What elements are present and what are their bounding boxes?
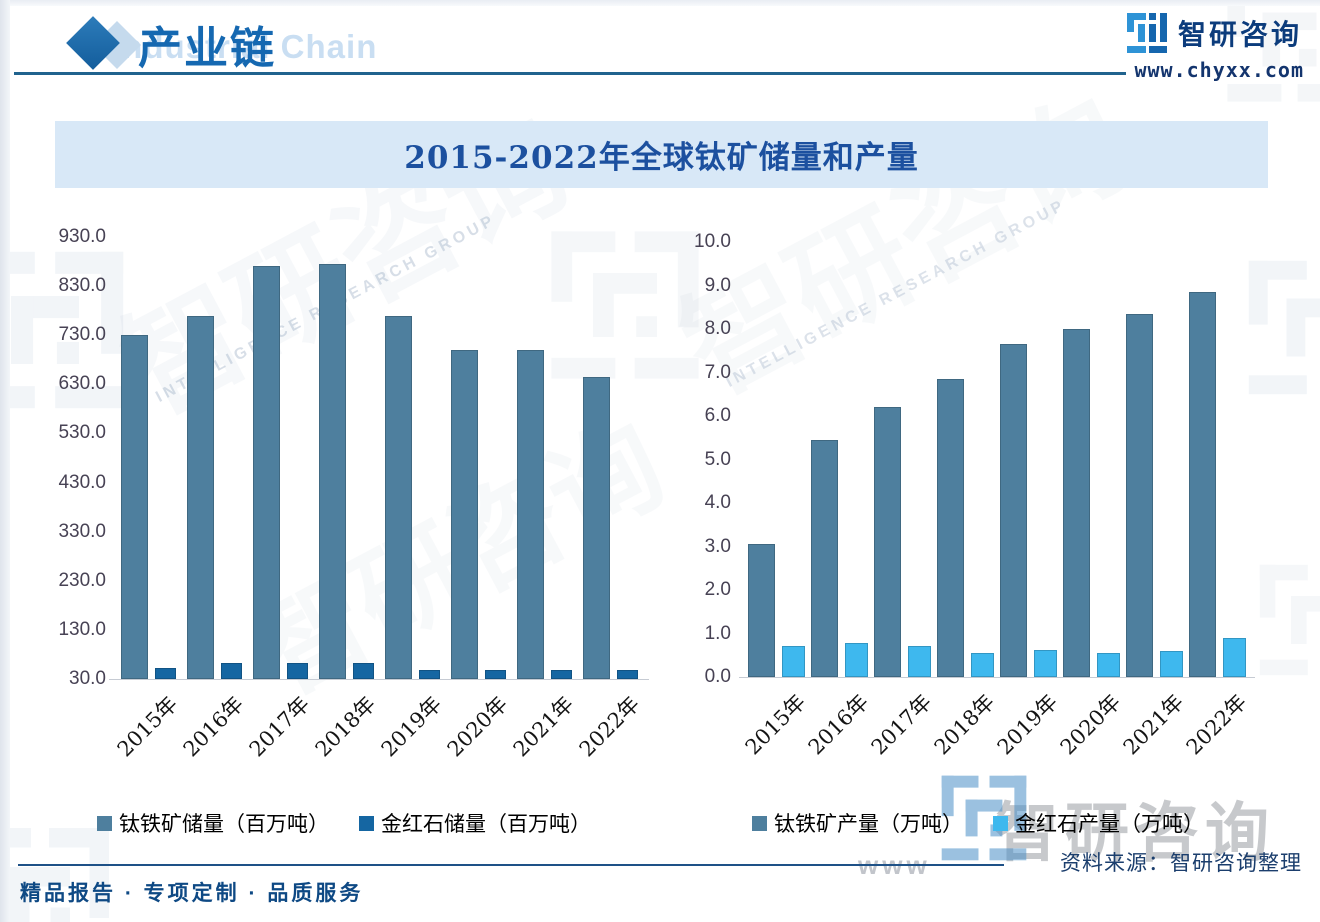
y-axis-tick-label: 830.0 [58, 275, 106, 297]
bar-series0-2020年 [450, 349, 478, 679]
bar-series1-2015年 [154, 668, 176, 679]
legend-marker-ilmenite-production [752, 815, 767, 831]
legend-entry: 钛铁矿产量（万吨） [752, 808, 963, 838]
watermark-logo-icon [545, 225, 705, 385]
bar-series1-2017年 [286, 663, 308, 679]
y-axis-tick-label: 1.0 [704, 622, 731, 644]
bar-series0-2015年 [748, 544, 775, 677]
legend-label: 钛铁矿储量（百万吨） [119, 813, 329, 836]
legend-marker-ilmenite-reserves [97, 815, 112, 831]
bar-series0-2017年 [874, 407, 901, 677]
brand-block: 智研咨询 [1126, 12, 1302, 54]
bar-series0-2021年 [1126, 313, 1153, 677]
watermark-brand-text: 智研咨询 [236, 401, 684, 717]
section-title-english: Industrial Chain [112, 28, 378, 65]
y-axis-tick-label: 10.0 [694, 231, 731, 252]
bar-series0-2021年 [516, 349, 544, 679]
bar-series0-2015年 [120, 335, 148, 679]
bar-series1-2017年 [908, 645, 931, 677]
bar-series1-2015年 [782, 645, 805, 677]
section-title: 产业链 [138, 23, 276, 74]
bar-series0-2020年 [1063, 329, 1090, 677]
data-source-note: 资料来源：智研咨询整理 [1060, 852, 1302, 875]
y-axis-tick-label: 930.0 [58, 226, 106, 247]
legend-marker-rutile-production [993, 815, 1008, 831]
x-axis-line [109, 679, 649, 680]
chart-title: 2015-2022年全球钛矿储量和产量 [404, 140, 919, 176]
y-axis-tick-label: 630.0 [58, 373, 106, 395]
y-axis-tick-label: 5.0 [704, 448, 731, 470]
page-edge [0, 0, 10, 922]
bar-series1-2016年 [845, 643, 868, 677]
legend-entry: 金红石储量（百万吨） [359, 808, 591, 838]
bar-series0-2016年 [811, 439, 838, 677]
legend-label: 钛铁矿产量（万吨） [774, 813, 963, 836]
bar-series1-2022年 [616, 670, 638, 679]
y-axis-tick-label: 130.0 [58, 618, 106, 640]
watermark-tagline: INTELLIGENCE RESEARCH GROUP [153, 211, 500, 406]
legend-label: 金红石储量（百万吨） [381, 813, 591, 836]
watermark-tagline: INTELLIGENCE RESEARCH GROUP [723, 196, 1070, 391]
y-axis-tick-label: 3.0 [704, 535, 731, 557]
legend-label: 金红石产量（万吨） [1015, 813, 1204, 836]
bar-series1-2019年 [1034, 650, 1057, 677]
watermark-logo-icon [1243, 255, 1320, 400]
bar-series1-2022年 [1223, 637, 1246, 677]
bar-series0-2018年 [318, 264, 346, 679]
footer-slogan: 精品报告 · 专项定制 · 品质服务 [20, 882, 364, 905]
y-axis-tick-label: 730.0 [58, 324, 106, 346]
bar-series0-2022年 [1189, 292, 1216, 677]
watermark-brand-text: 智研咨询 [661, 74, 1149, 419]
bar-series0-2016年 [186, 315, 214, 679]
brand-logo-icon [1126, 13, 1167, 53]
website-link[interactable]: www.chyxx.com [1134, 58, 1304, 82]
bar-series0-2022年 [582, 376, 610, 679]
bar-series1-2021年 [550, 670, 572, 679]
header-divider [14, 72, 1126, 75]
page-edge [0, 0, 1320, 6]
y-axis-tick-label: 230.0 [58, 569, 106, 591]
y-axis-tick-label: 2.0 [704, 579, 731, 600]
legend-entry: 钛铁矿储量（百万吨） [97, 808, 329, 838]
bar-series1-2018年 [971, 653, 994, 677]
y-axis-tick-label: 430.0 [58, 471, 106, 493]
reserves-legend: 钛铁矿储量（百万吨） 金红石储量（百万吨） [55, 808, 633, 838]
y-axis-tick-label: 4.0 [704, 492, 731, 513]
bar-series0-2017年 [252, 266, 280, 679]
y-axis-tick-label: 530.0 [58, 422, 106, 444]
x-axis-line [739, 677, 1255, 678]
y-axis-tick-label: 330.0 [58, 520, 106, 542]
bar-series0-2019年 [384, 315, 412, 679]
y-axis-tick-label: 9.0 [704, 274, 731, 296]
chart-title-banner: 2015-2022年全球钛矿储量和产量 [55, 121, 1268, 188]
bar-series0-2018年 [937, 379, 964, 677]
bar-series0-2019年 [1000, 344, 1027, 677]
y-axis-tick-label: 0.0 [704, 666, 731, 687]
watermark-logo-icon [1255, 560, 1320, 680]
y-axis-tick-label: 30.0 [69, 668, 106, 689]
bar-series1-2020年 [484, 670, 506, 679]
brand-name: 智研咨询 [1177, 19, 1302, 50]
watermark-logo-icon [0, 245, 130, 415]
y-axis-tick-label: 6.0 [704, 405, 731, 426]
production-legend: 钛铁矿产量（万吨） 金红石产量（万吨） [698, 808, 1258, 838]
legend-marker-rutile-reserves [359, 815, 374, 831]
bar-series1-2018年 [352, 663, 374, 679]
bar-series1-2019年 [418, 670, 440, 679]
bar-series1-2021年 [1160, 650, 1183, 677]
y-axis-tick-label: 7.0 [704, 361, 731, 383]
bar-series1-2020年 [1097, 653, 1120, 677]
y-axis-tick-label: 8.0 [704, 318, 731, 339]
bar-series1-2016年 [220, 663, 242, 679]
legend-entry: 金红石产量（万吨） [993, 808, 1204, 838]
footer-divider [18, 864, 1004, 866]
